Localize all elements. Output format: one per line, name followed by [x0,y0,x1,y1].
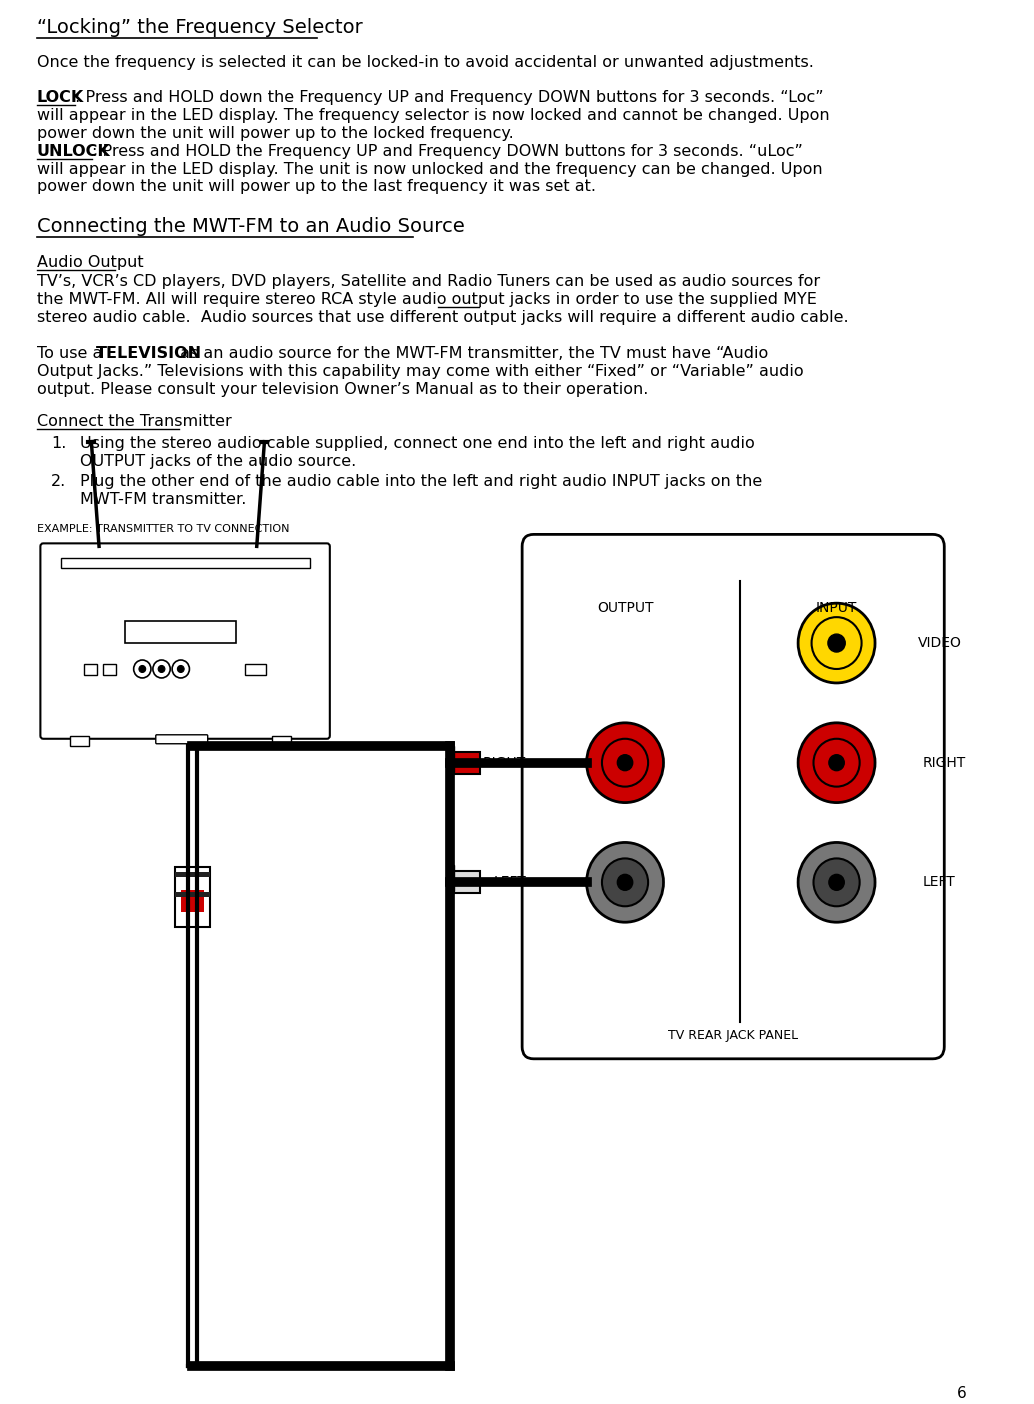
Text: Output Jacks.” Televisions with this capability may come with either “Fixed” or : Output Jacks.” Televisions with this cap… [36,364,803,379]
Text: will appear in the LED display. The unit is now unlocked and the frequency can b: will appear in the LED display. The unit… [36,161,822,177]
Bar [453,872,480,893]
Text: Once the frequency is selected it can be locked-in to avoid accidental or unwant: Once the frequency is selected it can be… [36,55,814,70]
Circle shape [798,842,875,922]
Circle shape [798,604,875,682]
Text: OUTPUT jacks of the audio source.: OUTPUT jacks of the audio source. [80,453,356,469]
Text: : Press and HOLD down the Frequency UP and Frequency DOWN buttons for 3 seconds.: : Press and HOLD down the Frequency UP a… [75,90,824,105]
Bar [70,736,89,746]
Text: will appear in the LED display. The frequency selector is now locked and cannot : will appear in the LED display. The freq… [36,108,829,122]
FancyBboxPatch shape [522,535,944,1059]
Bar [61,559,309,569]
Circle shape [133,660,151,678]
Bar [272,736,292,746]
Circle shape [139,665,146,673]
Text: Plug the other end of the audio cable into the left and right audio INPUT jacks : Plug the other end of the audio cable in… [80,473,762,489]
Text: output. Please consult your television Owner’s Manual as to their operation.: output. Please consult your television O… [36,382,648,397]
Text: TV’s, VCR’s CD players, DVD players, Satellite and Radio Tuners can be used as a: TV’s, VCR’s CD players, DVD players, Sat… [36,274,820,289]
Circle shape [586,723,664,803]
Text: Audio Output: Audio Output [36,256,143,270]
Text: RIGHT: RIGHT [483,755,526,769]
Bar [84,664,97,675]
Text: LOCK: LOCK [36,90,84,105]
Text: “Locking” the Frequency Selector: “Locking” the Frequency Selector [36,18,362,37]
Text: RIGHT: RIGHT [923,755,967,769]
Text: LEFT: LEFT [493,875,526,889]
Circle shape [602,858,648,906]
Text: Connecting the MWT-FM to an Audio Source: Connecting the MWT-FM to an Audio Source [36,218,464,236]
Text: as an audio source for the MWT-FM transmitter, the TV must have “Audio: as an audio source for the MWT-FM transm… [175,345,768,361]
Circle shape [617,755,633,771]
Text: the MWT-FM. All will require stereo RCA style audio output jacks in order to use: the MWT-FM. All will require stereo RCA … [36,292,817,307]
Text: Connect the Transmitter: Connect the Transmitter [36,414,232,428]
Text: LEFT: LEFT [923,875,955,889]
Bar [175,893,210,897]
Circle shape [586,842,664,922]
Text: VIDEO: VIDEO [918,636,963,650]
Bar [453,751,480,774]
Text: stereo audio cable.  Audio sources that use different output jacks will require : stereo audio cable. Audio sources that u… [36,310,848,326]
Text: INPUT: INPUT [816,601,857,615]
Bar [103,664,117,675]
Circle shape [153,660,171,678]
Circle shape [814,739,859,786]
Text: 2.: 2. [51,473,66,489]
Text: UNLOCK: UNLOCK [36,143,111,159]
Circle shape [829,755,845,771]
Circle shape [158,665,164,673]
Text: power down the unit will power up to the locked frequency.: power down the unit will power up to the… [36,125,513,140]
Circle shape [798,723,875,803]
Text: : Press and HOLD the Frequency UP and Frequency DOWN buttons for 3 seconds. “uLo: : Press and HOLD the Frequency UP and Fr… [92,143,803,159]
Circle shape [178,665,184,673]
Circle shape [829,875,845,890]
Text: 1.: 1. [51,435,66,451]
Text: To use a: To use a [36,345,108,361]
Bar [447,746,454,772]
Text: TELEVISION: TELEVISION [96,345,203,361]
Text: OUTPUT: OUTPUT [597,601,653,615]
Circle shape [602,739,648,786]
Bar [175,868,210,927]
Text: EXAMPLE: TRANSMITTER TO TV CONNECTION: EXAMPLE: TRANSMITTER TO TV CONNECTION [36,525,290,535]
Bar [181,890,204,913]
Text: MWT-FM transmitter.: MWT-FM transmitter. [80,491,246,507]
Circle shape [814,858,859,906]
Bar [447,865,454,892]
Bar [175,872,210,878]
Circle shape [617,875,633,890]
Text: power down the unit will power up to the last frequency it was set at.: power down the unit will power up to the… [36,180,596,195]
Bar [245,664,267,675]
FancyBboxPatch shape [40,543,330,739]
Circle shape [172,660,189,678]
FancyBboxPatch shape [156,734,208,744]
Text: TV REAR JACK PANEL: TV REAR JACK PANEL [668,1029,798,1042]
Circle shape [828,635,845,651]
Bar [125,621,236,643]
Circle shape [812,618,861,668]
Text: 6: 6 [956,1386,967,1401]
Text: Using the stereo audio cable supplied, connect one end into the left and right a: Using the stereo audio cable supplied, c… [80,435,755,451]
